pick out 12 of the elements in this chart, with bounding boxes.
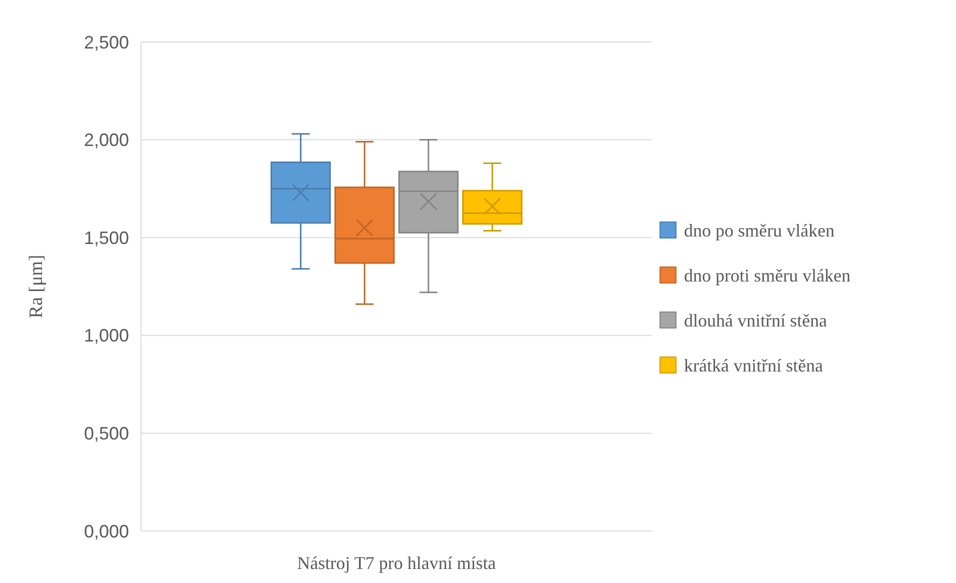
y-tick-label: 0,500 [84,424,129,444]
legend-label: dlouhá vnitřní stěna [684,310,827,330]
y-tick-label: 1,500 [84,228,129,248]
y-tick-label: 2,000 [84,130,129,150]
x-tick-label: Nástroj T7 pro hlavní místa [297,553,496,573]
legend-label: krátká vnitřní stěna [684,355,823,376]
y-tick-label: 1,000 [84,326,129,346]
y-axis-title: Ra [μm] [26,254,47,318]
legend-label: dno proti směru vláken [684,265,850,286]
y-tick-label: 0,000 [84,521,129,542]
y-tick-label: 2,500 [84,32,129,52]
legend-label: dno po směru vláken [684,220,834,240]
